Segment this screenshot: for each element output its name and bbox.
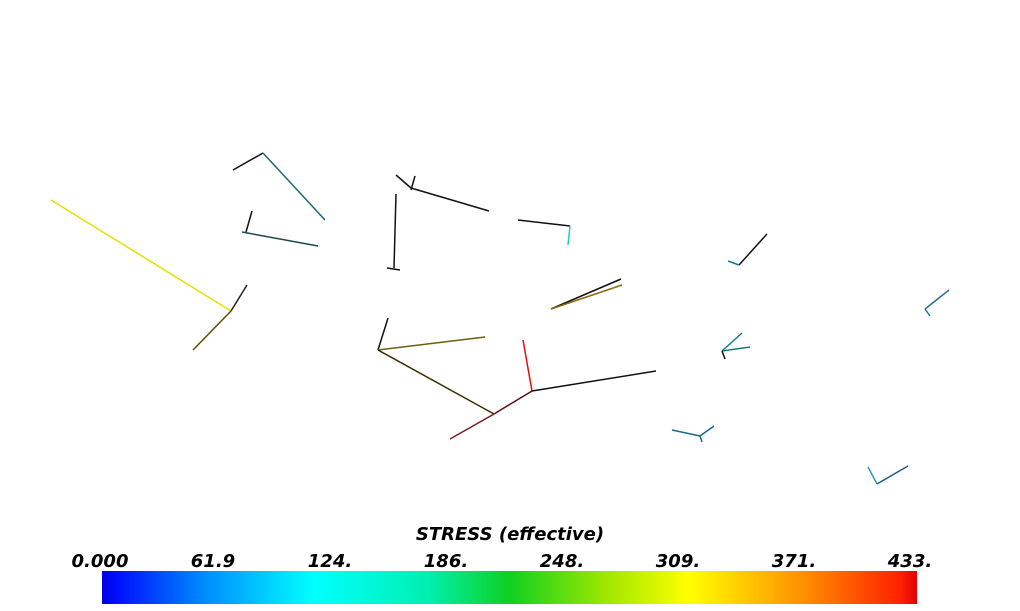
colorbar (102, 571, 917, 604)
colorbar-tick: 433. (887, 551, 932, 572)
colorbar-tick: 61.9 (191, 551, 235, 572)
colorbar-tick: 309. (656, 551, 700, 572)
colorbar-tick: 0.000 (72, 551, 129, 572)
colorbar-tick: 124. (308, 551, 352, 572)
colorbar-tick: 186. (424, 551, 468, 572)
colorbar-tick: 371. (772, 551, 816, 572)
colorbar-tick: 248. (540, 551, 584, 572)
mesh-lines (50, 152, 950, 485)
colorbar-ticks: 0.000 61.9 124. 186. 248. 309. 371. 433. (72, 551, 933, 572)
colorbar-title: STRESS (effective) (416, 524, 604, 545)
